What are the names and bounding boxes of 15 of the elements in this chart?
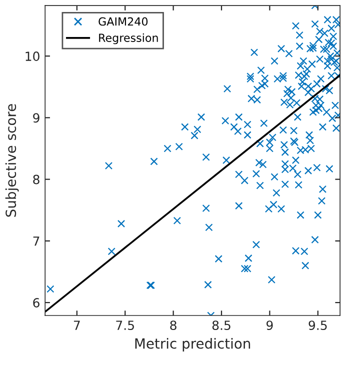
y-tick-label: 6 (33, 298, 40, 308)
legend-label: GAIM240 (98, 17, 148, 26)
x-tick-label: 9.5 (308, 320, 327, 330)
y-tick-label: 10 (26, 52, 40, 61)
legend-label: Regression (99, 33, 158, 44)
x-tick-label: 9 (266, 320, 273, 330)
x-tick-label: 7.5 (116, 320, 134, 330)
y-tick-label: 9 (33, 113, 40, 123)
x-tick-label: 8.5 (212, 320, 230, 330)
y-tick-label: 7 (33, 236, 40, 246)
x-tick-label: 7 (74, 320, 80, 330)
x-tick-label: 8 (170, 320, 176, 330)
y-axis-title: Subjective score (5, 104, 19, 217)
y-tick-label: 8 (33, 174, 40, 184)
x-axis-title: Metric prediction (135, 338, 250, 352)
